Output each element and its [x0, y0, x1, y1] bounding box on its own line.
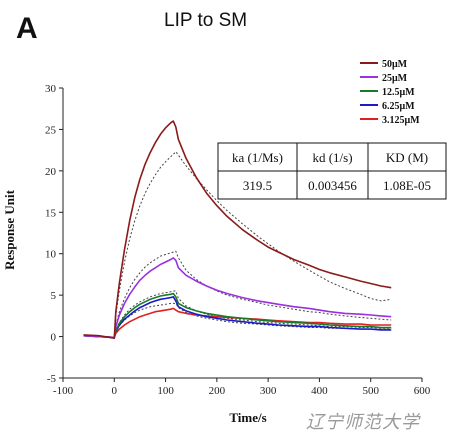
- legend: 50μM 25μM 12.5μM 6.25μM 3.125μM: [360, 59, 420, 126]
- panel-letter: A: [16, 12, 38, 45]
- x-tick-label: 0: [112, 385, 118, 397]
- fit-curve-3: [113, 290, 392, 337]
- y-tick-label: 20: [45, 166, 57, 178]
- x-tick-label: 400: [311, 385, 328, 397]
- y-axis-title: Response Unit: [2, 189, 17, 269]
- fit-curves: [113, 151, 392, 337]
- fit-curve-1: [113, 151, 392, 337]
- series-line-5: [83, 307, 392, 339]
- y-tick-label: 5: [51, 290, 57, 302]
- x-tick-label: 200: [209, 385, 226, 397]
- series-line-1: [83, 120, 392, 339]
- x-axis-title: Time/s: [229, 410, 266, 425]
- table-header-cell: ka (1/Ms): [232, 150, 283, 165]
- legend-label: 6.25μM: [382, 101, 415, 112]
- y-tick-label: 25: [45, 124, 57, 136]
- table-value-cell: 0.003456: [308, 178, 357, 193]
- kinetics-table: ka (1/Ms) 319.5 kd (1/s) 0.003456 KD (M) 1.08…: [217, 142, 447, 200]
- x-tick-label: -100: [53, 385, 74, 397]
- data-series: [83, 120, 392, 339]
- watermark: 辽宁师范大学: [306, 412, 420, 433]
- x-tick-label: 300: [260, 385, 277, 397]
- x-tick-label: 100: [157, 385, 174, 397]
- fit-curve-2: [113, 250, 392, 337]
- legend-label: 25μM: [382, 73, 408, 84]
- y-tick-label: 30: [45, 83, 57, 95]
- x-tick-label: 600: [414, 385, 431, 397]
- y-tick-label: 15: [45, 207, 57, 219]
- legend-label: 50μM: [382, 59, 408, 70]
- fit-curve-4: [113, 302, 392, 337]
- series-line-2: [83, 257, 392, 339]
- y-tick-label: -5: [47, 373, 57, 385]
- y-tick-label: 0: [51, 332, 57, 344]
- table-value-cell: 1.08E-05: [383, 178, 431, 193]
- series-line-4: [83, 296, 392, 339]
- table-header-cell: KD (M): [386, 150, 428, 165]
- x-tick-label: 500: [362, 385, 379, 397]
- y-tick-label: 10: [45, 249, 57, 261]
- axes: -100 0 100 200 300 400 500 600 -5 0 5 10 15 20 25 30: [45, 83, 431, 397]
- table-value-cell: 319.5: [243, 178, 272, 193]
- legend-label: 12.5μM: [382, 87, 415, 98]
- series-line-3: [83, 292, 392, 339]
- table-header-cell: kd (1/s): [312, 150, 352, 165]
- panel-title: LIP to SM: [164, 10, 248, 31]
- legend-label: 3.125μM: [382, 115, 420, 126]
